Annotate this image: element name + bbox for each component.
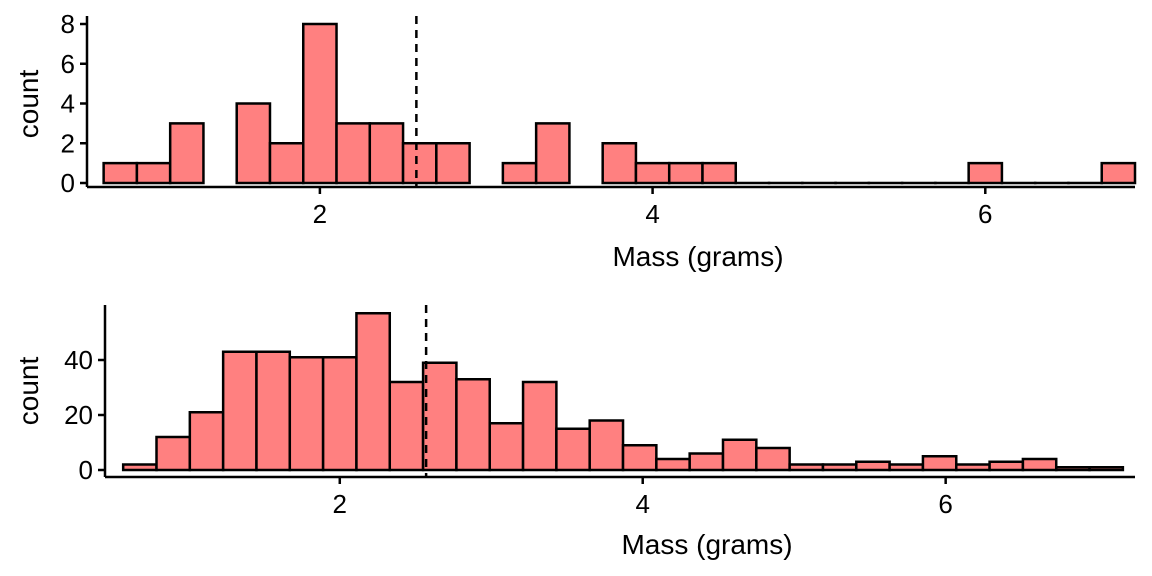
histogram-bar [321, 356, 358, 472]
x-tick-label: 2 [333, 489, 347, 519]
histogram-bar [855, 460, 891, 472]
x-tick-label: 4 [635, 489, 649, 519]
histogram-bar [534, 122, 571, 185]
histogram-bar [588, 419, 625, 472]
histogram-bar [655, 457, 691, 472]
histogram-bar [1088, 466, 1125, 472]
histogram-bar [401, 142, 438, 185]
histogram-bar [235, 102, 272, 185]
histogram-bar [421, 361, 458, 472]
y-tick-label: 40 [64, 345, 93, 375]
x-tick-label: 6 [938, 489, 952, 519]
histogram-bar [488, 422, 525, 472]
histogram-bar [188, 411, 225, 472]
x-tick-label: 4 [645, 199, 659, 229]
y-tick-label: 4 [61, 89, 75, 119]
histogram-bar [667, 161, 704, 185]
histogram-bar [521, 380, 558, 472]
histogram-bar [168, 122, 205, 185]
y-tick-label: 6 [61, 49, 75, 79]
y-tick-label: 0 [61, 168, 75, 198]
histogram-bar [967, 161, 1004, 185]
histogram-bar [755, 446, 791, 472]
histogram-bar [921, 455, 958, 472]
histogram-bar [1100, 161, 1137, 185]
histogram-bar [555, 427, 591, 472]
x-tick-label: 2 [313, 199, 327, 229]
histogram-bar [355, 312, 392, 472]
histogram-bar [788, 463, 825, 472]
y-axis-title: count [13, 357, 44, 426]
panel-1: 2 4 6 0 2 4 6 8 Mass (grams) count [13, 9, 1137, 272]
histogram-bar [221, 350, 258, 472]
y-tick-label: 20 [64, 400, 93, 430]
y-axis-title: count [13, 70, 44, 139]
histogram-bar [335, 122, 372, 185]
histogram-bar [268, 142, 305, 185]
x-tick-label: 6 [978, 199, 992, 229]
histogram-bar [634, 161, 671, 185]
histogram-bar [621, 444, 658, 472]
histogram-bar [688, 452, 725, 472]
histogram-bar [1021, 457, 1058, 472]
histogram-bar [955, 463, 991, 472]
histogram-bar [288, 356, 325, 472]
x-axis-title: Mass (grams) [612, 241, 783, 272]
histogram-bar [701, 161, 738, 185]
histogram-bar [988, 460, 1025, 472]
y-tick-label: 2 [61, 128, 75, 158]
histogram-bar [501, 161, 538, 185]
histogram-bar [1054, 466, 1091, 472]
histogram-bar [601, 142, 638, 185]
histogram-bar [721, 438, 758, 472]
panel-2: 2 4 6 0 20 40 Mass (grams) count [13, 305, 1135, 560]
y-tick-label: 0 [79, 455, 93, 485]
histogram-bar [121, 463, 158, 472]
histogram-bar [302, 22, 338, 185]
histogram-bar [821, 463, 858, 472]
histogram-bar [102, 161, 139, 185]
histogram-bar [155, 435, 192, 472]
histogram-bar [255, 350, 292, 472]
histogram-bar [455, 378, 491, 472]
histogram-bar [388, 380, 425, 472]
histogram-bar [368, 122, 405, 185]
histogram-bar [135, 161, 172, 185]
histogram-bar [435, 142, 471, 185]
y-tick-label: 8 [61, 9, 75, 39]
x-axis-title: Mass (grams) [621, 529, 792, 560]
histogram-bar [888, 463, 925, 472]
